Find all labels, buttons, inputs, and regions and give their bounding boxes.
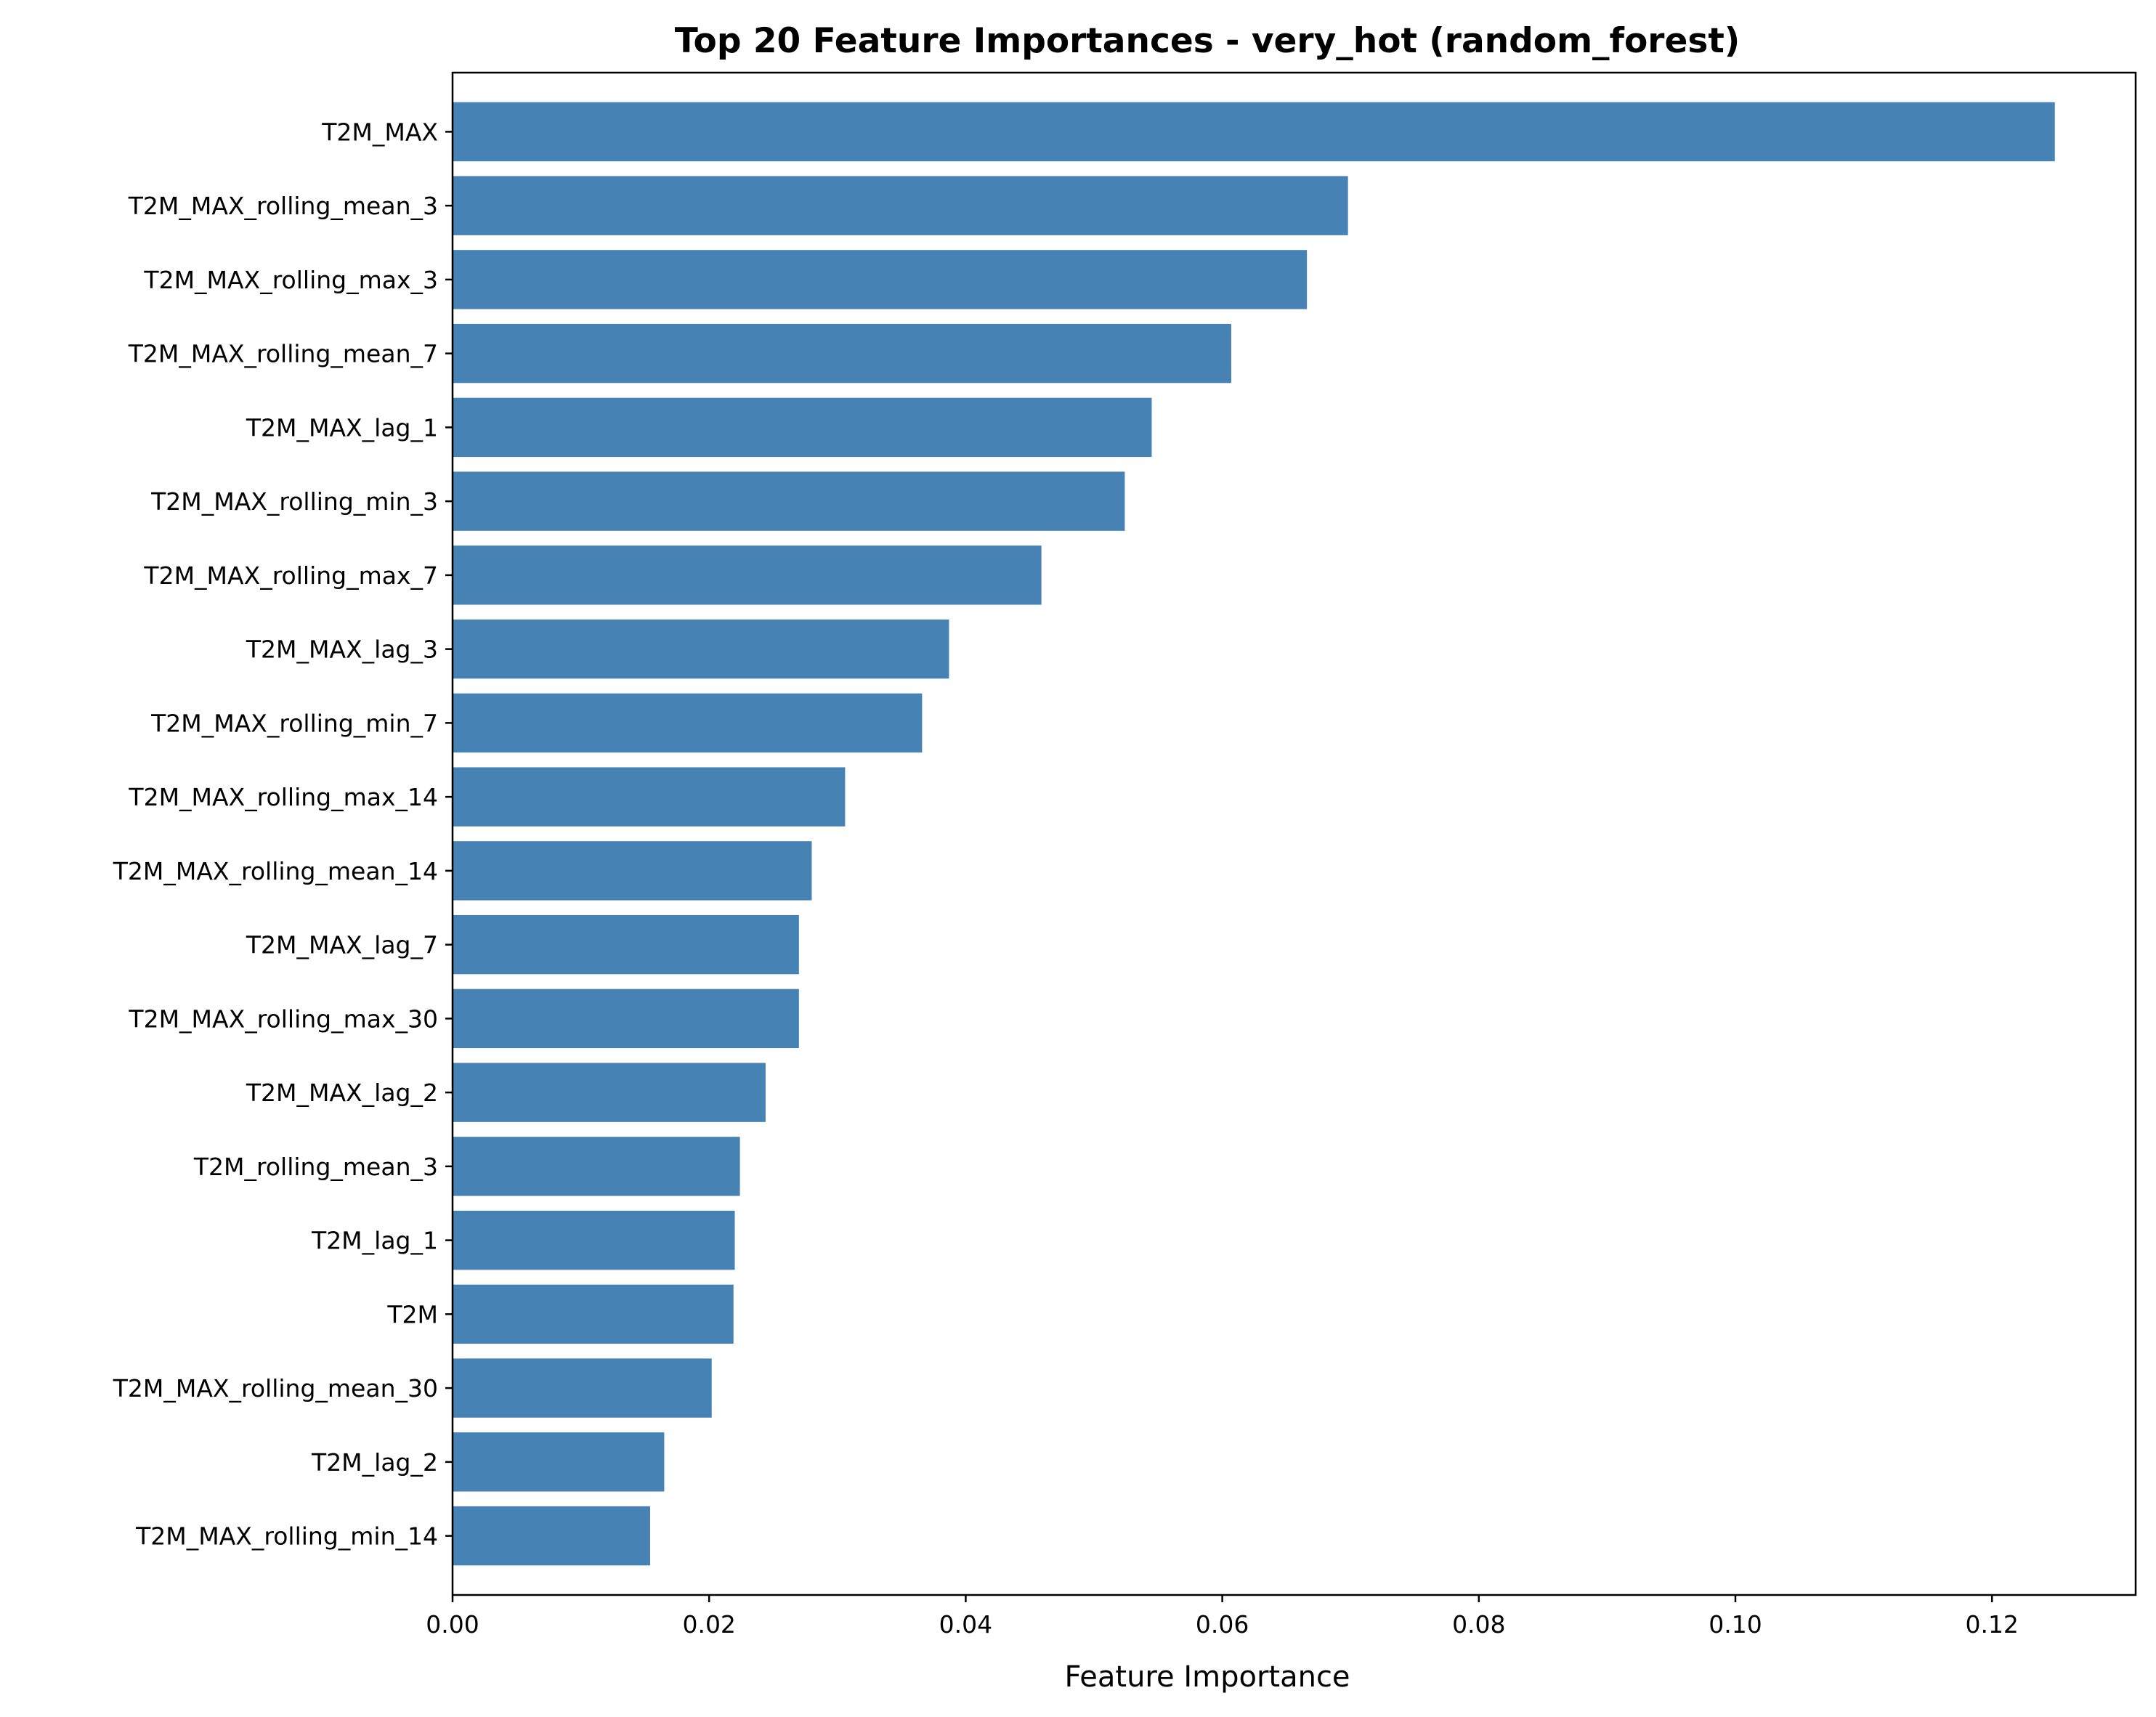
bar-T2M_MAX_rolling_min_3 (453, 471, 1125, 531)
bar-T2M_MAX_rolling_mean_14 (453, 841, 812, 901)
y-tick-label: T2M_lag_1 (311, 1227, 438, 1255)
y-tick-label: T2M_MAX_lag_1 (246, 413, 438, 442)
bar-T2M_MAX_rolling_min_7 (453, 693, 923, 753)
y-tick-label: T2M_rolling_mean_3 (193, 1153, 438, 1181)
y-tick-label: T2M_MAX_rolling_min_7 (150, 709, 438, 737)
x-ticks-group: 0.00 0.02 0.04 0.06 0.08 0.10 0.12 (426, 1595, 2019, 1639)
bar-T2M_MAX_rolling_mean_3 (453, 176, 1348, 235)
bar-T2M (453, 1284, 734, 1344)
x-axis-label: Feature Importance (1064, 1660, 1350, 1694)
bar-T2M_MAX_rolling_min_14 (453, 1506, 650, 1566)
y-tick-label: T2M_lag_2 (311, 1448, 438, 1477)
y-tick-label: T2M_MAX_lag_3 (246, 636, 438, 664)
x-tick-label: 0.02 (682, 1610, 735, 1639)
bar-T2M_MAX_rolling_mean_7 (453, 323, 1231, 383)
x-tick-label: 0.08 (1452, 1610, 1505, 1639)
bar-T2M_lag_1 (453, 1210, 735, 1270)
y-tick-label: T2M_MAX_rolling_mean_30 (113, 1374, 438, 1403)
bar-T2M_MAX_rolling_max_30 (453, 989, 799, 1049)
plot-frame (451, 71, 2137, 1596)
chart-title: Top 20 Feature Importances - very_hot (r… (675, 21, 1740, 61)
y-tick-label: T2M_MAX_rolling_mean_3 (128, 192, 438, 220)
bar-T2M_lag_2 (453, 1432, 665, 1492)
y-tick-label: T2M_MAX_rolling_max_30 (128, 1004, 438, 1033)
y-tick-label: T2M_MAX (321, 118, 438, 146)
y-tick-label: T2M_MAX_lag_2 (246, 1079, 438, 1107)
bar-T2M_MAX_lag_3 (453, 619, 949, 679)
y-tick-label: T2M_MAX_rolling_max_7 (143, 561, 438, 590)
bar-T2M_MAX_lag_7 (453, 914, 799, 975)
y-tick-label: T2M_MAX_rolling_max_14 (128, 783, 438, 811)
bar-T2M_MAX_rolling_mean_30 (453, 1358, 712, 1418)
bar-T2M_MAX (453, 102, 2055, 162)
y-tick-label: T2M_MAX_rolling_mean_7 (128, 340, 438, 368)
bar-T2M_MAX_rolling_max_14 (453, 767, 846, 827)
y-tick-label: T2M_MAX_rolling_min_3 (150, 487, 438, 516)
y-tick-label: T2M_MAX_lag_7 (246, 931, 438, 959)
y-tick-label: T2M (386, 1300, 438, 1328)
y-tick-label: T2M_MAX_rolling_min_14 (135, 1522, 438, 1551)
x-tick-label: 0.10 (1709, 1610, 1762, 1639)
y-tick-label: T2M_MAX_rolling_max_3 (143, 266, 438, 294)
x-tick-label: 0.12 (1965, 1610, 2018, 1639)
x-tick-label: 0.06 (1196, 1610, 1249, 1639)
bar-T2M_rolling_mean_3 (453, 1137, 740, 1196)
y-tick-label: T2M_MAX_rolling_mean_14 (113, 857, 438, 885)
bar-T2M_MAX_lag_2 (453, 1063, 766, 1122)
bar-T2M_MAX_rolling_max_7 (453, 545, 1042, 605)
bar-T2M_MAX_rolling_max_3 (453, 250, 1308, 309)
y-ticks-group: T2M_MAX T2M_MAX_rolling_mean_3 T2M_MAX_rol… (113, 118, 453, 1551)
bars-group (453, 102, 2055, 1566)
x-tick-label: 0.00 (426, 1610, 479, 1639)
x-tick-label: 0.04 (939, 1610, 992, 1639)
bar-T2M_MAX_lag_1 (453, 397, 1152, 458)
